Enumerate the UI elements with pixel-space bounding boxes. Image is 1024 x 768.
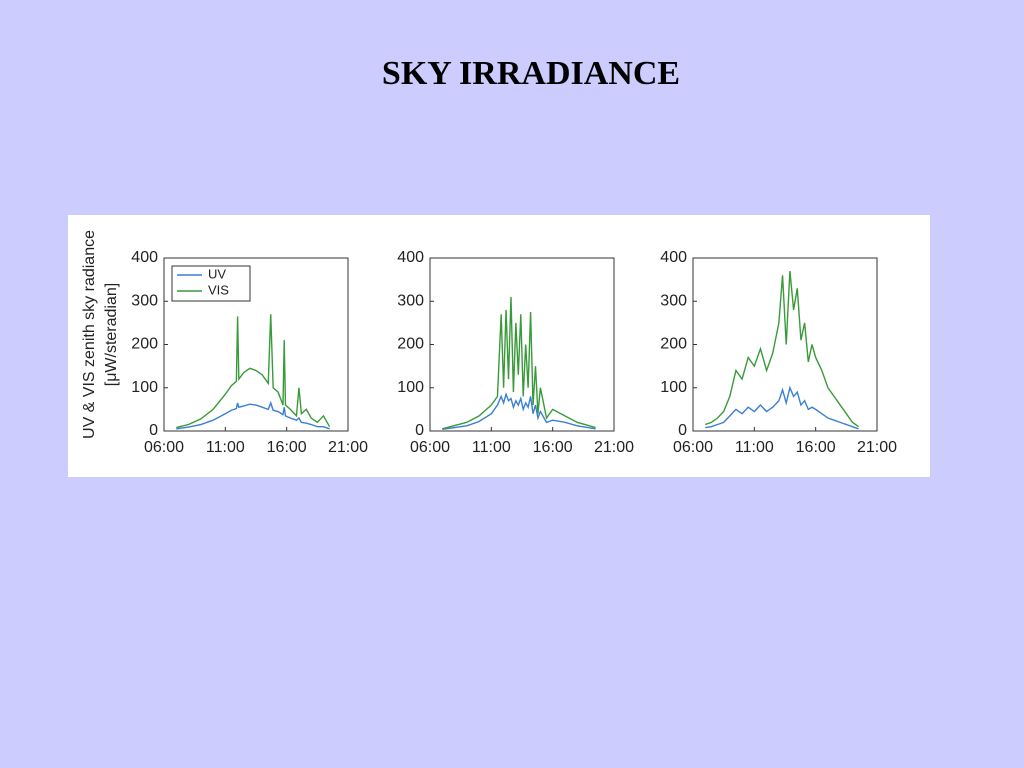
y-tick-label: 300 xyxy=(131,292,158,309)
data-line xyxy=(705,270,860,428)
y-tick-label: 200 xyxy=(397,336,424,353)
chart: 0 100 200 300 400 06:00 11:00 16:00 21:00 xyxy=(397,249,634,456)
x-tick-label: 11:00 xyxy=(206,439,245,456)
x-tick-label: 06:00 xyxy=(410,439,450,456)
slide-title: SKY IRRADIANCE xyxy=(382,55,680,92)
x-tick-label: 11:00 xyxy=(735,439,774,456)
x-tick-label: 21:00 xyxy=(857,439,897,456)
legend-label: VIS xyxy=(208,282,229,297)
y-tick-label: 200 xyxy=(131,336,158,353)
legend-box xyxy=(171,265,251,302)
y-tick-label: 100 xyxy=(131,379,158,396)
data-line xyxy=(176,314,331,429)
figure-panel xyxy=(68,215,930,477)
y-tick-label: 100 xyxy=(660,379,687,396)
y-tick-label: 400 xyxy=(660,249,687,266)
legend-label: UV xyxy=(208,266,226,281)
x-tick-label: 16:00 xyxy=(267,439,307,456)
chart: 0 100 200 300 400 06:00 11:00 16:00 21:00 xyxy=(660,249,897,456)
x-tick-label: 06:00 xyxy=(673,439,713,456)
x-tick-label: 21:00 xyxy=(328,439,368,456)
y-axis-label: UV & VIS zenith sky radiance xyxy=(81,230,98,439)
data-line xyxy=(442,296,596,430)
x-tick-label: 16:00 xyxy=(796,439,836,456)
x-tick-label: 06:00 xyxy=(144,439,184,456)
chart: 0 100 200 300 400 06:00 11:00 16:00 21:00 UV & VI… xyxy=(81,230,368,456)
x-tick-label: 16:00 xyxy=(533,439,573,456)
data-line xyxy=(176,400,330,430)
y-tick-label: 200 xyxy=(660,336,687,353)
y-axis-label: [μW/steradian] xyxy=(103,283,120,386)
y-tick-label: 0 xyxy=(149,422,158,439)
x-tick-label: 21:00 xyxy=(594,439,634,456)
y-tick-label: 300 xyxy=(660,292,687,309)
x-tick-label: 11:00 xyxy=(472,439,511,456)
y-tick-label: 100 xyxy=(397,379,424,396)
data-line xyxy=(705,385,859,430)
y-tick-label: 0 xyxy=(678,422,687,439)
y-tick-label: 300 xyxy=(397,292,424,309)
y-tick-label: 400 xyxy=(131,249,158,266)
data-line xyxy=(442,392,596,430)
y-tick-label: 400 xyxy=(397,249,424,266)
y-tick-label: 0 xyxy=(415,422,424,439)
